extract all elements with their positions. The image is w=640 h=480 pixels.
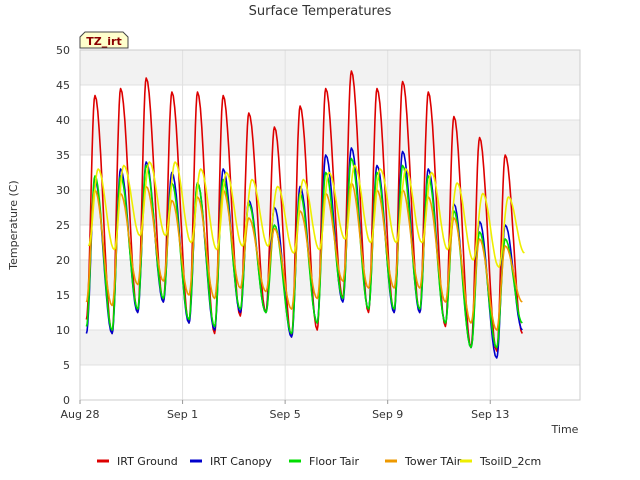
x-tick-label: Sep 13 bbox=[471, 408, 509, 421]
y-tick-label: 20 bbox=[56, 254, 70, 267]
grid-band bbox=[80, 260, 580, 295]
chart-title: Surface Temperatures bbox=[249, 4, 392, 19]
legend-label: Tower TAir bbox=[404, 455, 462, 468]
x-axis-ticks: Aug 28 Sep 1 Sep 5 Sep 9 Sep 13 bbox=[61, 400, 509, 421]
legend-label: TsoilD_2cm bbox=[479, 455, 541, 468]
y-tick-label: 10 bbox=[56, 324, 70, 337]
y-tick-label: 25 bbox=[56, 219, 70, 232]
x-tick-label: Sep 1 bbox=[167, 408, 198, 421]
series-line-tsoild-2cm bbox=[87, 161, 525, 268]
series-layer bbox=[85, 70, 525, 359]
y-axis-ticks: 0 5 10 15 20 25 30 35 40 45 50 bbox=[56, 44, 70, 407]
legend-label: IRT Canopy bbox=[210, 455, 272, 468]
x-axis-title: Time bbox=[551, 423, 579, 436]
x-tick-label: Aug 28 bbox=[61, 408, 100, 421]
x-tick-label: Sep 9 bbox=[372, 408, 403, 421]
y-axis-title: Temperature (C) bbox=[7, 180, 20, 270]
y-tick-label: 35 bbox=[56, 149, 70, 162]
legend-label: IRT Ground bbox=[117, 455, 178, 468]
y-tick-label: 15 bbox=[56, 289, 70, 302]
grid-band bbox=[80, 330, 580, 365]
series-line-tower-tair bbox=[85, 182, 523, 331]
grid-band bbox=[80, 50, 580, 85]
legend: IRT Ground IRT Canopy Floor Tair Tower TAir… bbox=[97, 455, 541, 468]
y-tick-label: 50 bbox=[56, 44, 70, 57]
site-tag-box bbox=[79, 31, 129, 49]
y-tick-label: 30 bbox=[56, 184, 70, 197]
y-tick-label: 5 bbox=[63, 359, 70, 372]
x-tick-label: Sep 5 bbox=[270, 408, 301, 421]
site-tag: TZ_irt bbox=[79, 31, 129, 49]
y-tick-label: 40 bbox=[56, 114, 70, 127]
plot-frame bbox=[79, 49, 581, 401]
site-tag-label: TZ_irt bbox=[86, 35, 121, 48]
y-tick-label: 0 bbox=[63, 394, 70, 407]
legend-label: Floor Tair bbox=[309, 455, 360, 468]
y-tick-label: 45 bbox=[56, 79, 70, 92]
